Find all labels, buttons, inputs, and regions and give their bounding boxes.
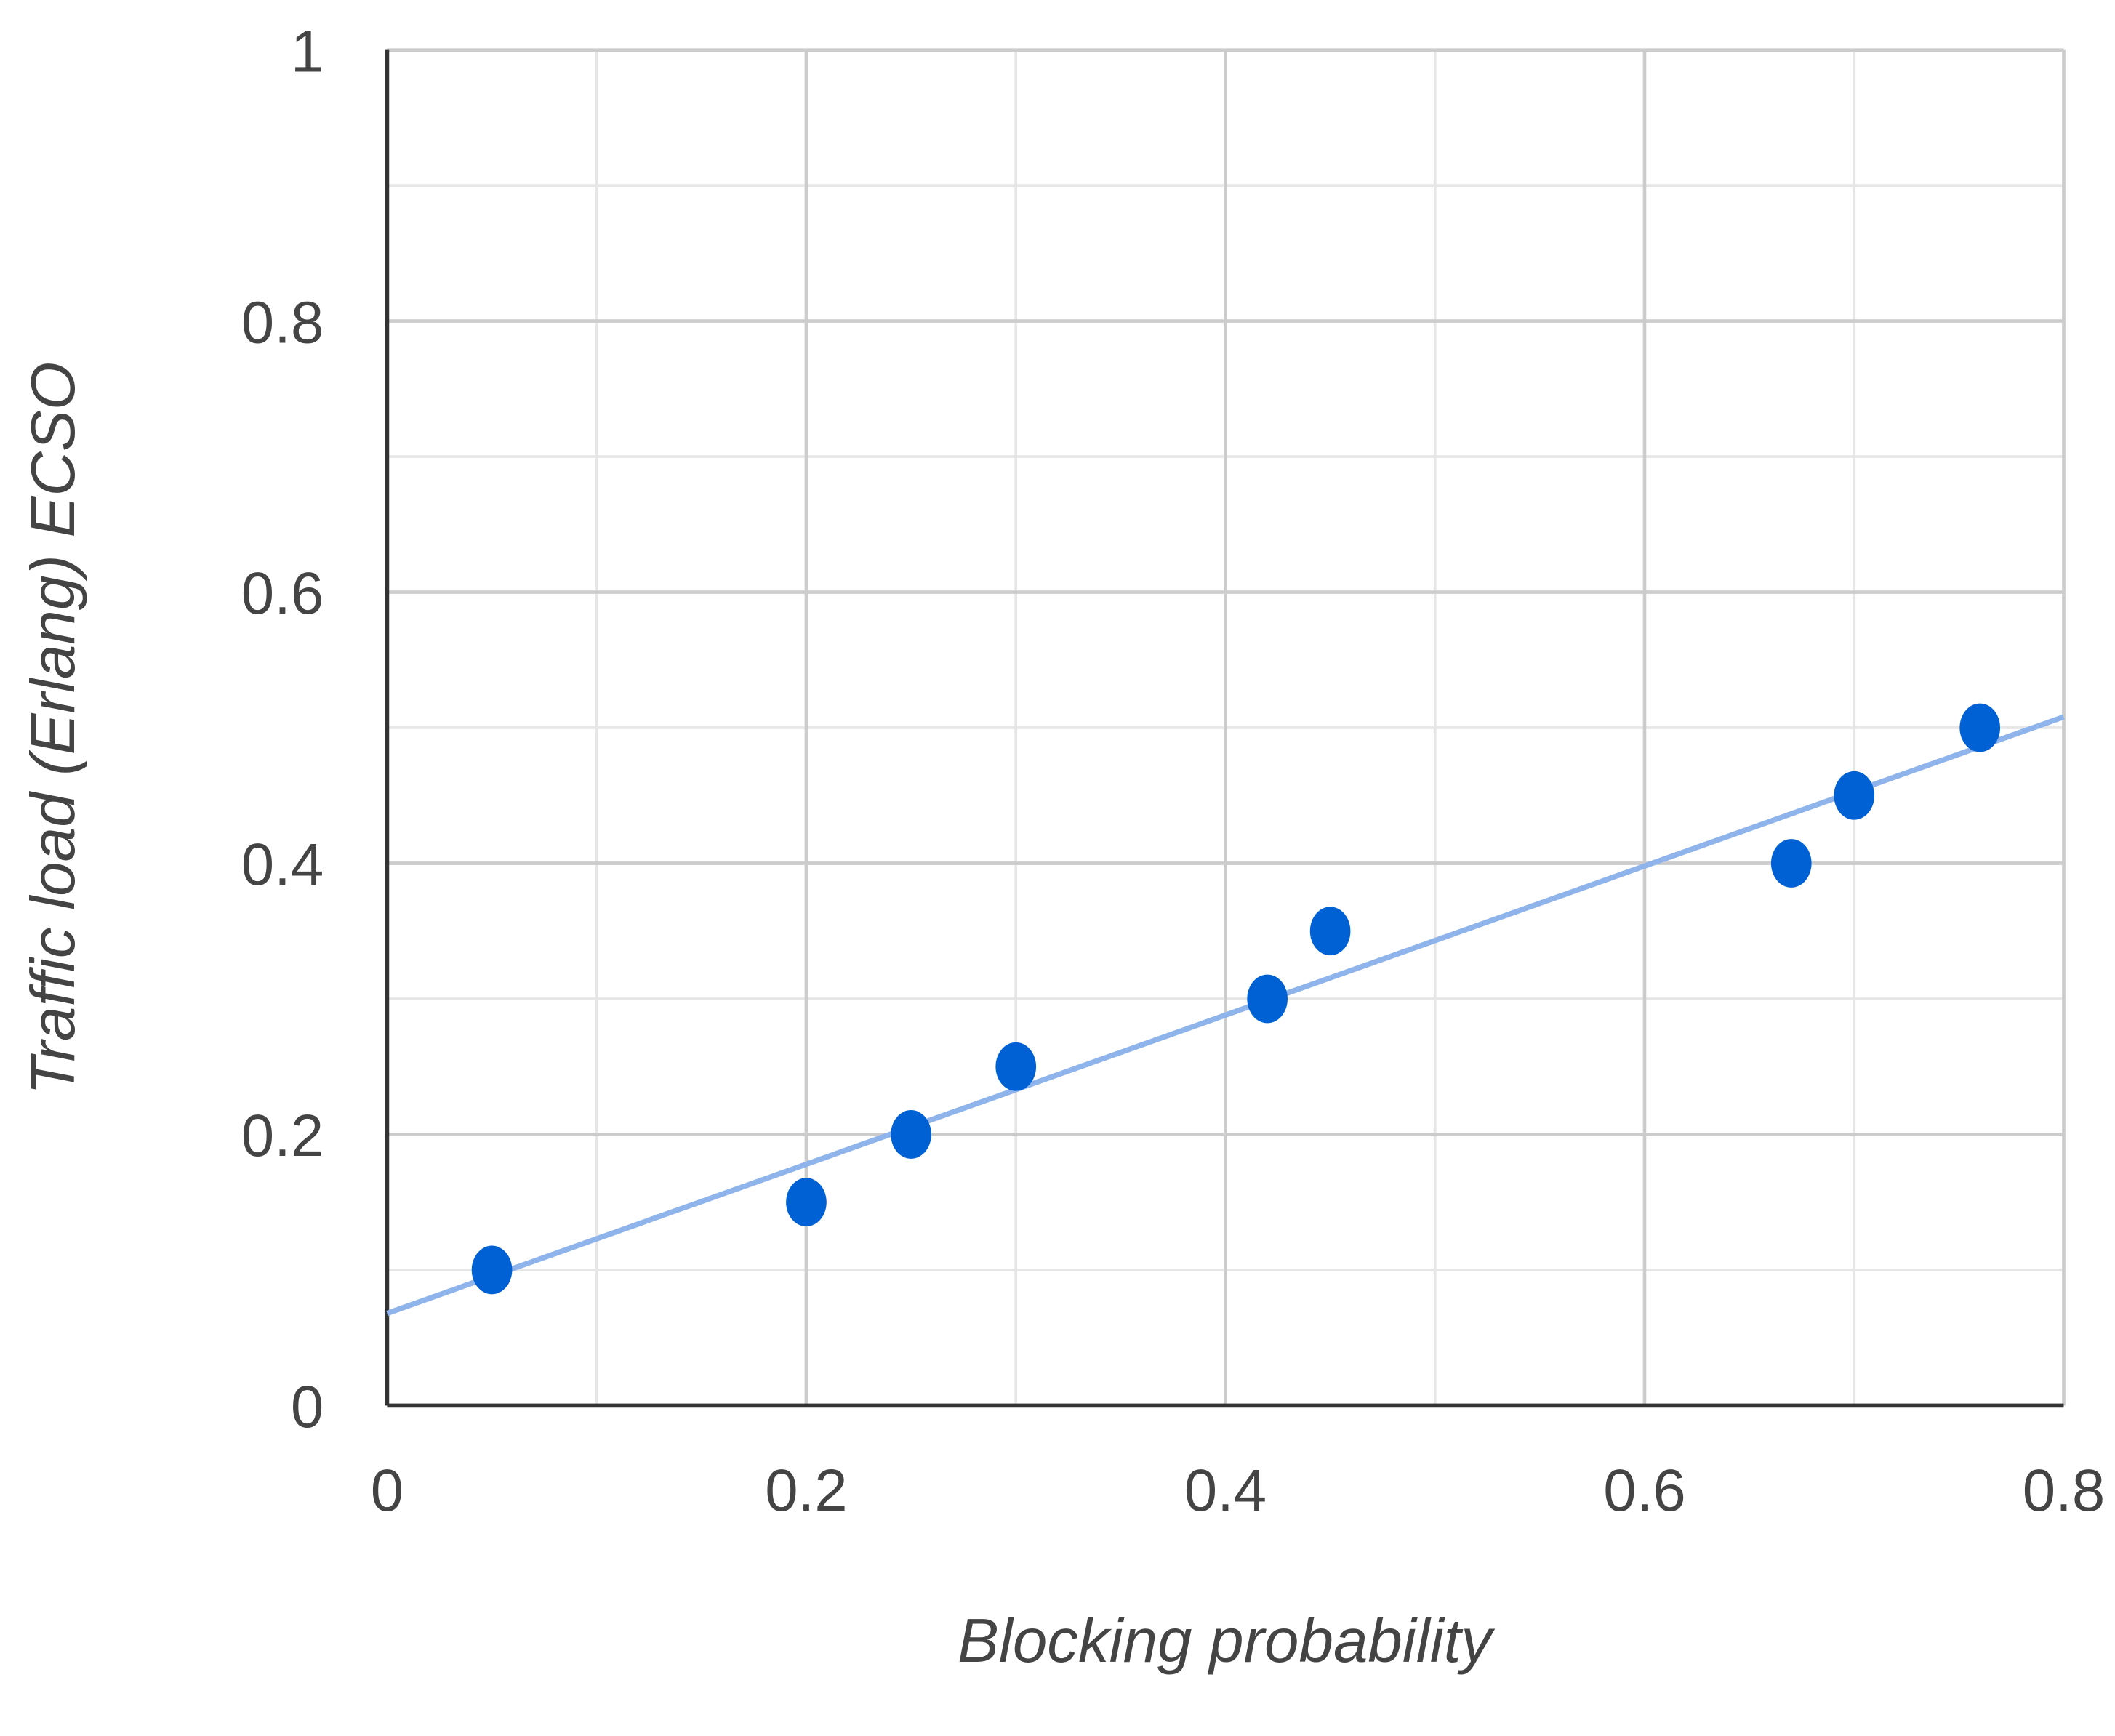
y-tick-label: 1	[291, 18, 324, 84]
x-tick-label: 0.6	[1603, 1458, 1685, 1524]
x-axis-title: Blocking probability	[958, 1607, 1495, 1676]
x-tick-label: 0.2	[765, 1458, 847, 1524]
scatter-point	[891, 1110, 931, 1159]
y-tick-label: 0	[291, 1374, 324, 1440]
trendline	[386, 714, 2065, 1317]
y-axis-title: Traffic load (Erlang) ECSO	[19, 362, 88, 1096]
scatter-point	[1309, 907, 1351, 956]
x-tick-label: 0	[371, 1458, 404, 1524]
scatter-point	[1834, 771, 1875, 820]
scatter-point	[1247, 974, 1288, 1024]
scatter-point	[995, 1042, 1037, 1091]
scatter-point	[786, 1178, 827, 1227]
scatter-point	[471, 1245, 513, 1295]
y-tick-label: 0.2	[241, 1103, 324, 1169]
y-tick-label: 0.8	[241, 289, 324, 355]
scatter-point	[1770, 839, 1812, 888]
y-tick-label: 0.6	[241, 560, 324, 627]
y-tick-label: 0.4	[241, 832, 324, 898]
x-tick-label: 0.4	[1184, 1458, 1267, 1524]
scatter-point	[1959, 703, 2001, 752]
x-tick-label: 0.8	[2023, 1458, 2105, 1524]
